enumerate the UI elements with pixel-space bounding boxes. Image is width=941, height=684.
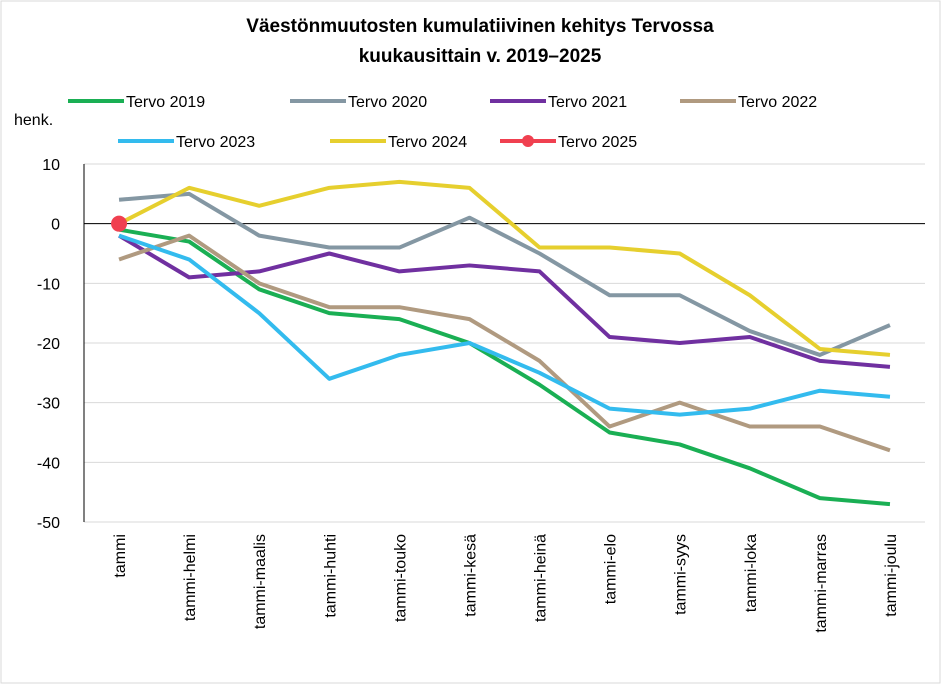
legend-label: Tervo 2023 xyxy=(176,134,255,151)
y-axis-label: henk. xyxy=(14,112,53,129)
series-line xyxy=(118,233,891,453)
legend-label: Tervo 2022 xyxy=(738,94,817,111)
x-tick-label: tammi-joulu xyxy=(883,534,900,617)
series-line xyxy=(118,233,891,369)
chart-title: kuukausittain v. 2019–2025 xyxy=(359,46,602,67)
chart-title: Väestönmuutosten kumulatiivinen kehitys … xyxy=(246,16,714,37)
x-tick-label: tammi-touko xyxy=(392,534,409,622)
y-tick-label: -20 xyxy=(37,336,60,353)
legend-label: Tervo 2025 xyxy=(558,134,637,151)
x-tick-label: tammi-syys xyxy=(673,534,690,615)
x-tick-label: tammi-elo xyxy=(603,534,620,604)
y-tick-label: -10 xyxy=(37,276,60,293)
x-tick-label: tammi-maalis xyxy=(252,534,269,629)
series-line xyxy=(118,233,891,417)
legend-label: Tervo 2021 xyxy=(548,94,627,111)
x-tick-label: tammi-huhti xyxy=(322,534,339,618)
y-tick-label: -50 xyxy=(37,515,60,532)
legend-label: Tervo 2024 xyxy=(388,134,467,151)
series-marker xyxy=(111,215,128,232)
x-tick-label: tammi-kesä xyxy=(462,534,479,617)
x-tick-label: tammi-helmi xyxy=(182,534,199,621)
x-tick-label: tammi-marras xyxy=(813,534,830,633)
legend-label: Tervo 2019 xyxy=(126,94,205,111)
legend-marker xyxy=(522,135,534,147)
legend-label: Tervo 2020 xyxy=(348,94,427,111)
y-tick-label: 10 xyxy=(42,157,60,174)
x-tick-label: tammi xyxy=(112,534,129,578)
series-line xyxy=(118,191,891,357)
series-line xyxy=(118,227,891,507)
series-line xyxy=(118,179,891,357)
y-tick-label: 0 xyxy=(51,217,60,234)
y-tick-label: -30 xyxy=(37,396,60,413)
x-tick-label: tammi-heinä xyxy=(533,534,550,622)
x-tick-label: tammi-loka xyxy=(743,534,760,612)
y-tick-label: -40 xyxy=(37,455,60,472)
